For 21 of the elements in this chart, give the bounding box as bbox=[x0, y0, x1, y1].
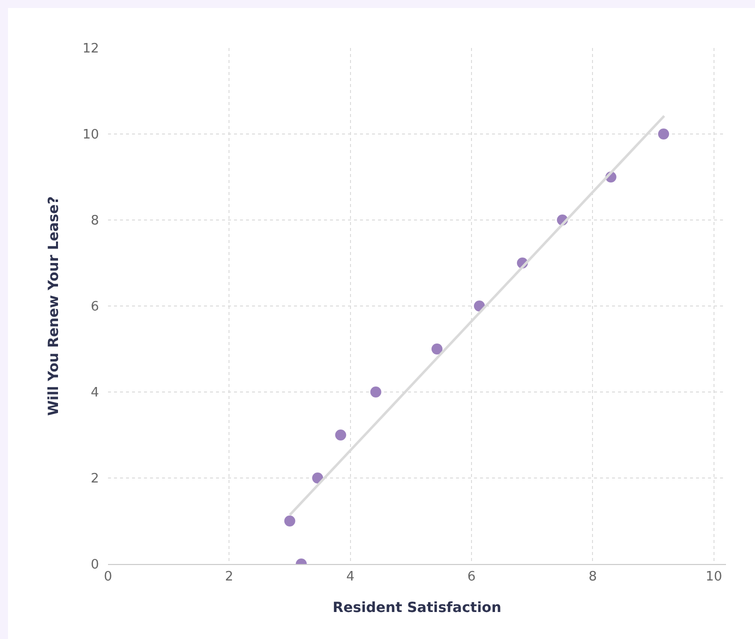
x-tick-label: 6 bbox=[467, 570, 476, 585]
point bbox=[335, 430, 346, 440]
point bbox=[370, 386, 382, 398]
x-tick-label: 0 bbox=[104, 570, 112, 585]
y-tick-label: 4 bbox=[90, 386, 99, 401]
point bbox=[312, 472, 324, 484]
point bbox=[658, 128, 670, 140]
y-tick-label: 10 bbox=[82, 128, 99, 143]
point bbox=[284, 516, 296, 526]
x-tick-label: 4 bbox=[346, 570, 354, 585]
y-tick-label: 0 bbox=[90, 558, 99, 573]
y-axis-title: Will You Renew Your Lease? bbox=[46, 196, 62, 416]
y-tick-label: 8 bbox=[90, 214, 99, 229]
x-tick-label: 2 bbox=[225, 570, 234, 585]
y-tick-label: 12 bbox=[82, 42, 99, 57]
x-tick-label: 8 bbox=[588, 570, 597, 585]
y-tick-label: 6 bbox=[90, 300, 99, 315]
point bbox=[431, 344, 442, 354]
y-tick-label: 2 bbox=[90, 472, 99, 487]
x-axis-title: Resident Satisfaction bbox=[332, 600, 502, 616]
x-tick-label: 10 bbox=[706, 570, 722, 585]
